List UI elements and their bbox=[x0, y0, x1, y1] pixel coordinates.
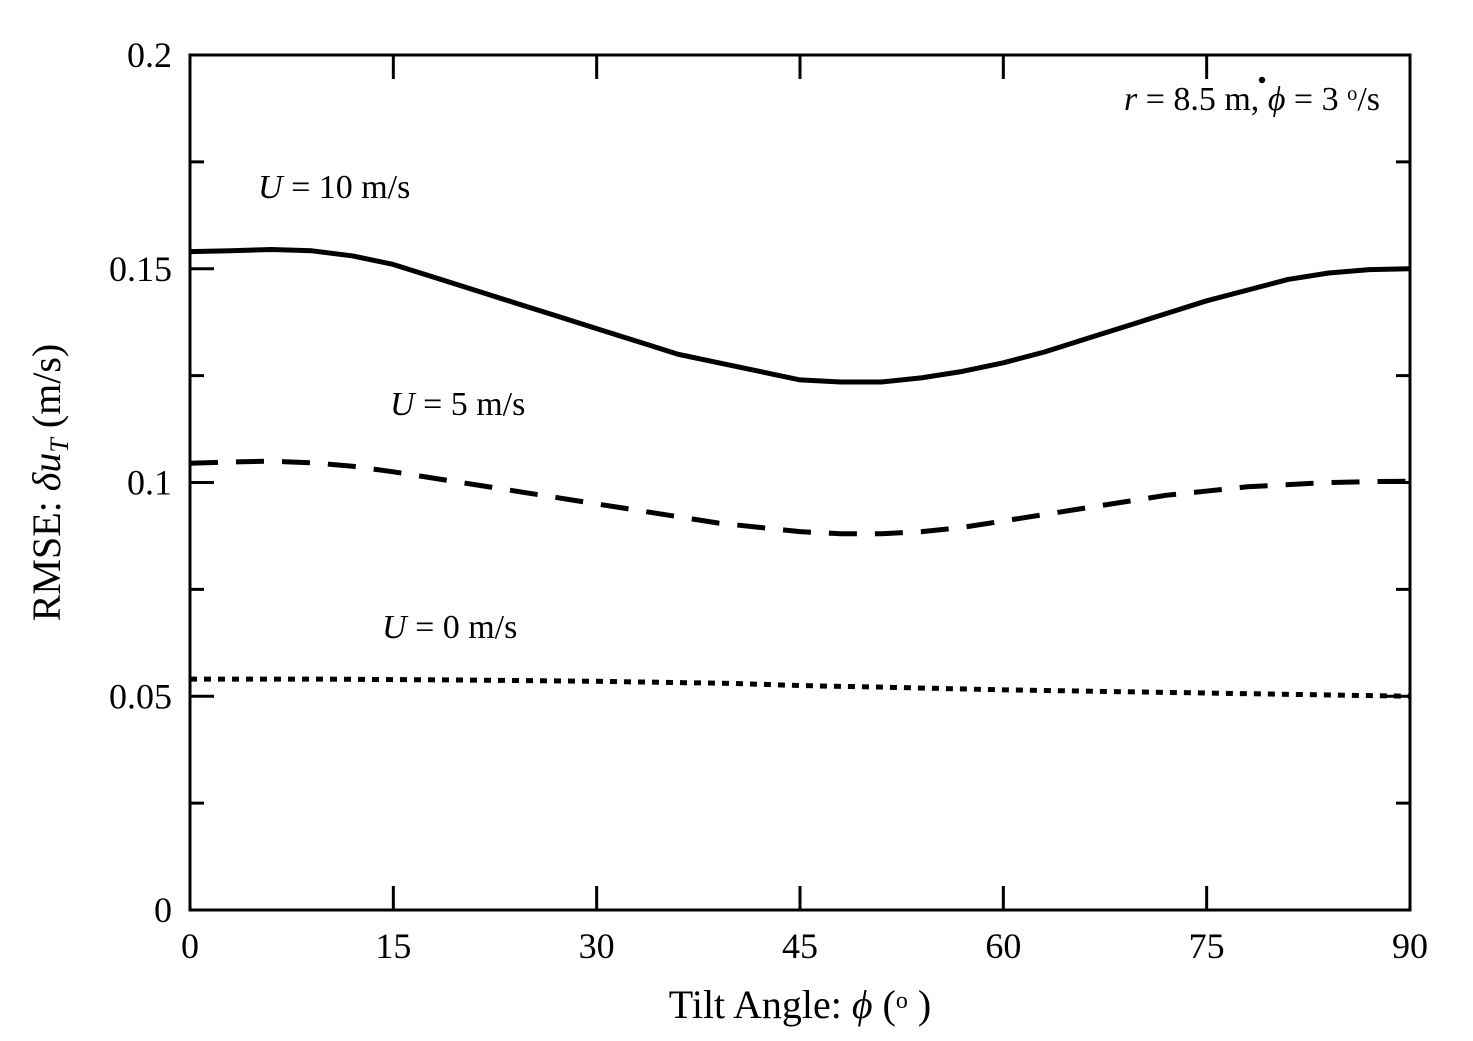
series-label-U0: U = 0 m/s bbox=[382, 609, 517, 646]
y-tick-label: 0.05 bbox=[109, 676, 172, 716]
x-tick-label: 90 bbox=[1392, 926, 1428, 966]
rmse-vs-tilt-chart: 0 15 30 45 60 75 90 0 0.05 0.1 0.15 0.2 Tilt Angle: … bbox=[0, 0, 1473, 1041]
y-axis-label: RMSE: δuT (m/s) bbox=[24, 344, 74, 622]
chart-container: 0 15 30 45 60 75 90 0 0.05 0.1 0.15 0.2 Tilt Angle: … bbox=[0, 0, 1473, 1041]
phi-dot-icon bbox=[1259, 77, 1265, 83]
x-tick-label: 15 bbox=[375, 926, 411, 966]
y-tick-label: 0.2 bbox=[127, 35, 172, 75]
x-tick-label: 75 bbox=[1189, 926, 1225, 966]
series-label-U5: U = 5 m/s bbox=[390, 386, 525, 423]
y-tick-label: 0 bbox=[154, 890, 172, 930]
y-tick-label: 0.15 bbox=[109, 249, 172, 289]
x-tick-label: 0 bbox=[181, 926, 199, 966]
x-tick-label: 30 bbox=[579, 926, 615, 966]
x-tick-label: 60 bbox=[985, 926, 1021, 966]
parameter-annotation: r = 8.5 m, ϕ = 3 o/s bbox=[1124, 81, 1380, 118]
x-axis-label: Tilt Angle: ϕ (o ) bbox=[669, 982, 931, 1027]
series-label-U10: U = 10 m/s bbox=[258, 169, 410, 206]
x-tick-label: 45 bbox=[782, 926, 818, 966]
y-tick-label: 0.1 bbox=[127, 463, 172, 503]
